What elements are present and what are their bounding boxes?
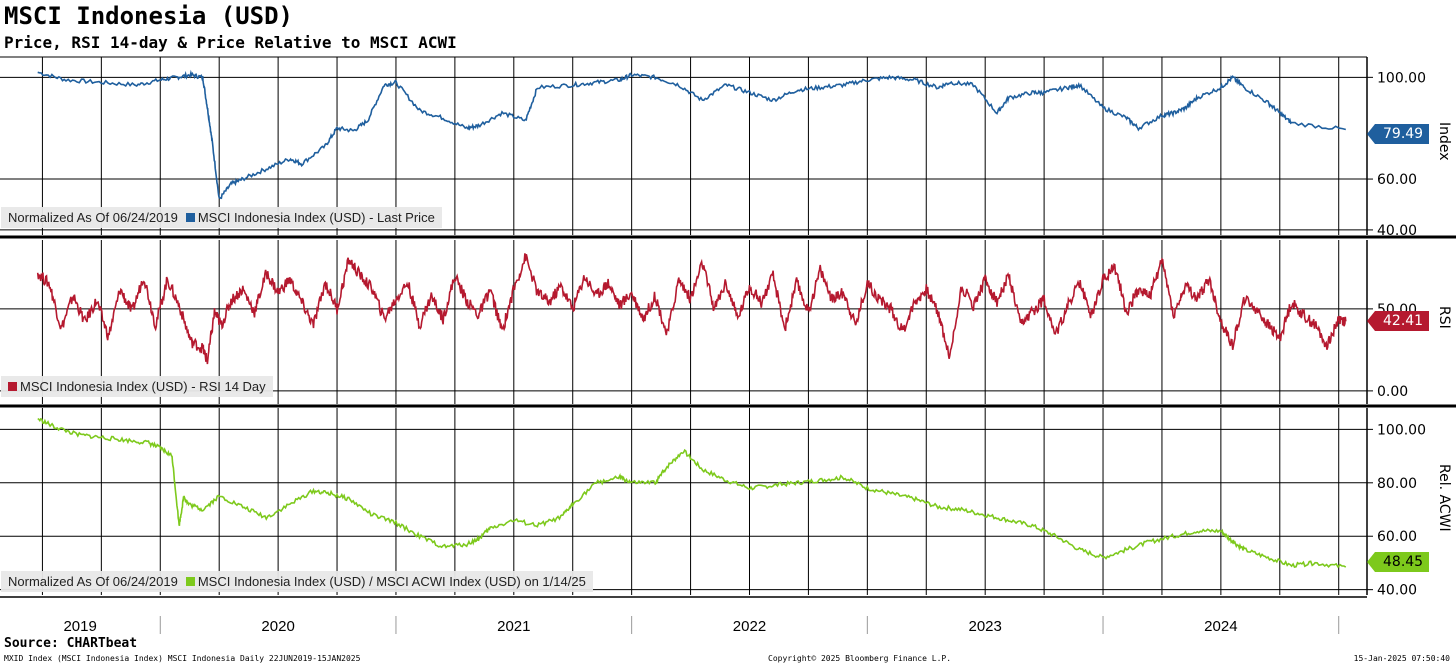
legend-rel-prefix: Normalized As Of 06/24/2019 [8,574,178,589]
y-tick-label: 60.00 [1377,529,1417,545]
footer-timestamp: 15-Jan-2025 07:50:40 [1353,654,1450,663]
chart-subtitle: Price, RSI 14-day & Price Relative to MS… [4,33,457,52]
legend-relative: Normalized As Of 06/24/2019 MSCI Indonesi… [1,571,593,592]
legend-price: Normalized As Of 06/24/2019 MSCI Indonesi… [1,207,442,228]
rsi-axis-title: RSI [1436,306,1452,329]
legend-price-prefix: Normalized As Of 06/24/2019 [8,210,178,225]
x-tick-label: 2022 [733,618,766,635]
series-line-relative [37,417,1347,569]
y-tick-label: 40.00 [1377,223,1417,239]
footer-left: MXID Index (MSCI Indonesia Index) MSCI I… [4,654,361,663]
price-axis-title: Index [1436,122,1452,161]
legend-rsi-series: MSCI Indonesia Index (USD) - RSI 14 Day [20,379,266,394]
series-line-price [37,69,1347,200]
legend-price-series: MSCI Indonesia Index (USD) - Last Price [197,210,435,225]
y-tick-label: 80.00 [1377,476,1417,492]
rel-last-value-badge: 48.45 [1366,552,1430,572]
legend-rel-swatch [185,577,195,586]
x-tick-label: 2020 [261,618,294,635]
chart-title: MSCI Indonesia (USD) [4,2,293,30]
footer-copyright: Copyright© 2025 Bloomberg Finance L.P. [768,654,952,663]
x-tick-label: 2021 [497,618,530,635]
source-note: Source: CHARTbeat [4,636,138,651]
x-tick-label: 2024 [1204,618,1237,635]
x-tick-label: 2019 [63,618,96,635]
y-tick-label: 40.00 [1377,583,1417,599]
y-tick-label: 60.00 [1377,172,1417,188]
rel-axis-title: Rel. ACWI [1436,464,1452,532]
rsi-last-value-badge: 42.41 [1366,311,1430,331]
series-line-rsi [36,253,1347,365]
legend-rel-series: MSCI Indonesia Index (USD) / MSCI ACWI I… [197,574,586,589]
y-tick-label: 100.00 [1377,70,1426,86]
x-tick-label: 2023 [968,618,1001,635]
legend-rsi-swatch [8,382,17,391]
legend-price-swatch [185,213,195,222]
y-tick-label: 100.00 [1377,422,1426,438]
legend-rsi: MSCI Indonesia Index (USD) - RSI 14 Day [1,376,273,397]
y-tick-label: 0.00 [1377,384,1408,400]
price-last-value-badge: 79.49 [1366,124,1430,144]
